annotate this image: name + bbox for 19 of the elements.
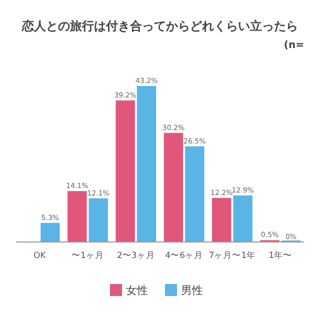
bar <box>40 222 60 242</box>
text: (n= <box>284 40 304 51</box>
legend-label: 男性 <box>181 284 203 297</box>
x-tick-label: 1年〜 <box>268 250 292 261</box>
bar <box>136 86 156 242</box>
bar <box>68 191 87 242</box>
x-tick-label: 4〜6ヶ月 <box>165 251 203 261</box>
chart-title: 恋人との旅行は付き合ってからどれくらい立ったら <box>21 19 298 33</box>
bar <box>185 146 204 242</box>
bar <box>212 198 232 242</box>
legend-label: 女性 <box>126 284 148 297</box>
x-tick-label: OK <box>33 251 46 261</box>
bar <box>116 100 135 242</box>
x-tick-label: 〜1ヶ月 <box>72 251 104 261</box>
bar <box>164 132 184 242</box>
bar <box>88 198 108 242</box>
x-tick-label: 7ヶ月〜1年 <box>208 250 256 261</box>
x-tick-label: 2〜3ヶ月 <box>117 251 155 261</box>
bar <box>233 195 252 242</box>
